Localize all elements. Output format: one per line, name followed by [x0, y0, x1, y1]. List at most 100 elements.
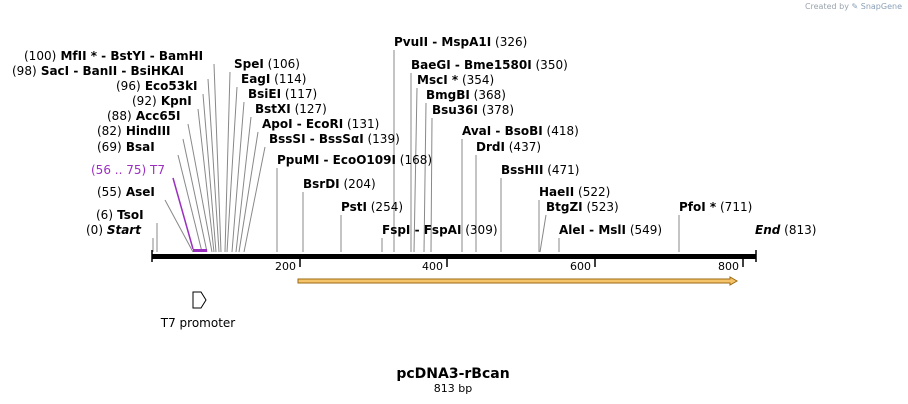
- site-label-part: (368): [470, 88, 506, 102]
- site-line-bstxi: [235, 116, 252, 253]
- site-label-bsu36i: Bsu36I (378): [432, 103, 514, 117]
- site-label-part: (522): [574, 185, 610, 199]
- site-label-eco53ki: (96) Eco53kI: [116, 79, 198, 93]
- site-label-part: (254): [367, 200, 403, 214]
- plasmid-length: 813 bp: [434, 382, 472, 395]
- ruler-tick-label: 600: [570, 260, 591, 273]
- site-label-bmgbi: BmgBI (368): [426, 88, 506, 102]
- site-label-part: (96): [116, 79, 141, 93]
- site-label-part: Start: [107, 223, 142, 237]
- plasmid-name: pcDNA3-rBcan: [396, 366, 509, 382]
- site-label-part: TsoI: [113, 208, 144, 222]
- site-label-part: (6): [96, 208, 113, 222]
- site-label-part: (117): [281, 87, 317, 101]
- site-label-start: (0) Start: [86, 223, 142, 237]
- site-label-ppumi: PpuMI - EcoO109I (168): [277, 153, 432, 167]
- site-line-bsai: [177, 154, 203, 253]
- site-label-kpni: (92) KpnI: [132, 94, 192, 108]
- site-label-part: EagI: [241, 72, 270, 86]
- site-label-part: SacI - BanII - BsiHKAI: [37, 64, 184, 78]
- site-label-apoi: ApoI - EcoRI (131): [262, 117, 379, 131]
- site-line-saci: [207, 78, 220, 253]
- site-line-acc65i: [187, 123, 213, 253]
- site-label-part: Acc65I: [132, 109, 181, 123]
- site-line-mlui: [213, 63, 222, 253]
- site-label-baegi: BaeGI - Bme1580I (350): [411, 58, 568, 72]
- site-label-part: AvaI - BsoBI: [462, 124, 543, 138]
- site-label-part: BssSI - BssSαI: [269, 132, 364, 146]
- site-label-part: (523): [583, 200, 619, 214]
- site-label-bsai: (69) BsaI: [97, 140, 155, 154]
- site-label-pfoi: PfoI * (711): [679, 200, 752, 214]
- site-label-part: HindIII: [122, 124, 171, 138]
- site-line-btgzi: [539, 214, 547, 253]
- site-label-acc65i: (88) Acc65I: [107, 109, 181, 123]
- site-label-part: BaeGI - Bme1580I: [411, 58, 532, 72]
- site-label-part: (350): [532, 58, 568, 72]
- site-label-tsoi: (6) TsoI: [96, 208, 144, 222]
- ruler-tick-label: 400: [422, 260, 443, 273]
- site-label-msci: MscI * (354): [417, 73, 494, 87]
- site-label-haeii: HaeII (522): [539, 185, 610, 199]
- site-label-part: PstI: [341, 200, 367, 214]
- site-label-avai: AvaI - BsoBI (418): [462, 124, 579, 138]
- site-label-part: PpuMI - EcoO109I: [277, 153, 396, 167]
- site-label-part: BtgZI: [546, 200, 583, 214]
- site-label-part: (354): [458, 73, 494, 87]
- site-label-part: FspI - FspAI: [382, 223, 461, 237]
- site-label-part: (378): [478, 103, 514, 117]
- site-line-msci: [413, 87, 418, 253]
- site-line-eco53ki: [202, 93, 217, 253]
- site-label-saci: (98) SacI - BanII - BsiHKAI: [12, 64, 184, 78]
- site-label-part: T7: [146, 163, 165, 177]
- site-line-spei: [224, 71, 231, 253]
- site-label-btgzi: BtgZI (523): [546, 200, 619, 214]
- site-label-part: (437): [505, 140, 541, 154]
- site-label-part: AleI - MslI: [559, 223, 626, 237]
- site-label-part: PfoI *: [679, 200, 717, 214]
- site-label-part: (326): [491, 35, 527, 49]
- site-label-part: Bsu36I: [432, 103, 478, 117]
- site-label-mlui: (100) MfII * - BstYI - BamHI: [24, 49, 203, 63]
- site-label-part: (204): [340, 177, 376, 191]
- site-label-part: AseI: [122, 185, 155, 199]
- site-line-bsu36i: [430, 117, 433, 253]
- site-line-eagi: [226, 86, 238, 253]
- site-line-hindiii: [182, 138, 208, 253]
- site-label-part: ApoI - EcoRI: [262, 117, 343, 131]
- site-line-apoi: [238, 131, 259, 253]
- site-label-part: BsaI: [122, 140, 155, 154]
- credit-brand: SnapGene: [860, 2, 902, 11]
- site-label-part: (82): [97, 124, 122, 138]
- site-label-part: (56 .. 75): [91, 163, 146, 177]
- site-label-part: (88): [107, 109, 132, 123]
- site-line-asei: [164, 199, 194, 253]
- site-label-bsssi: BssSI - BssSαI (139): [269, 132, 400, 146]
- site-label-part: (55): [97, 185, 122, 199]
- site-line-bsiei: [231, 101, 245, 253]
- site-label-drdi: DrdI (437): [476, 140, 541, 154]
- site-label-hindiii: (82) HindIII: [97, 124, 171, 138]
- site-label-part: MfII * - BstYI - BamHI: [56, 49, 203, 63]
- orf-arrow: [297, 276, 739, 286]
- site-label-alei: AleI - MslI (549): [559, 223, 662, 237]
- site-label-psti: PstI (254): [341, 200, 403, 214]
- site-label-part: BssHII: [501, 163, 543, 177]
- site-label-bstxi: BstXI (127): [255, 102, 327, 116]
- site-label-part: (711): [716, 200, 752, 214]
- site-label-part: (471): [543, 163, 579, 177]
- site-label-part: DrdI: [476, 140, 505, 154]
- site-label-part: BsiEI: [248, 87, 281, 101]
- site-label-part: (114): [270, 72, 306, 86]
- site-label-end: End (813): [755, 223, 816, 237]
- site-label-spei: SpeI (106): [234, 57, 300, 71]
- site-label-bsshii: BssHII (471): [501, 163, 580, 177]
- site-line-kpni: [197, 108, 215, 253]
- site-line-bmgbi: [423, 102, 427, 253]
- t7-primer-mark: [193, 249, 207, 252]
- site-label-part: BsrDI: [303, 177, 340, 191]
- site-label-part: BstXI: [255, 102, 291, 116]
- site-connector-lines: [152, 50, 680, 253]
- site-label-part: (92): [132, 94, 157, 108]
